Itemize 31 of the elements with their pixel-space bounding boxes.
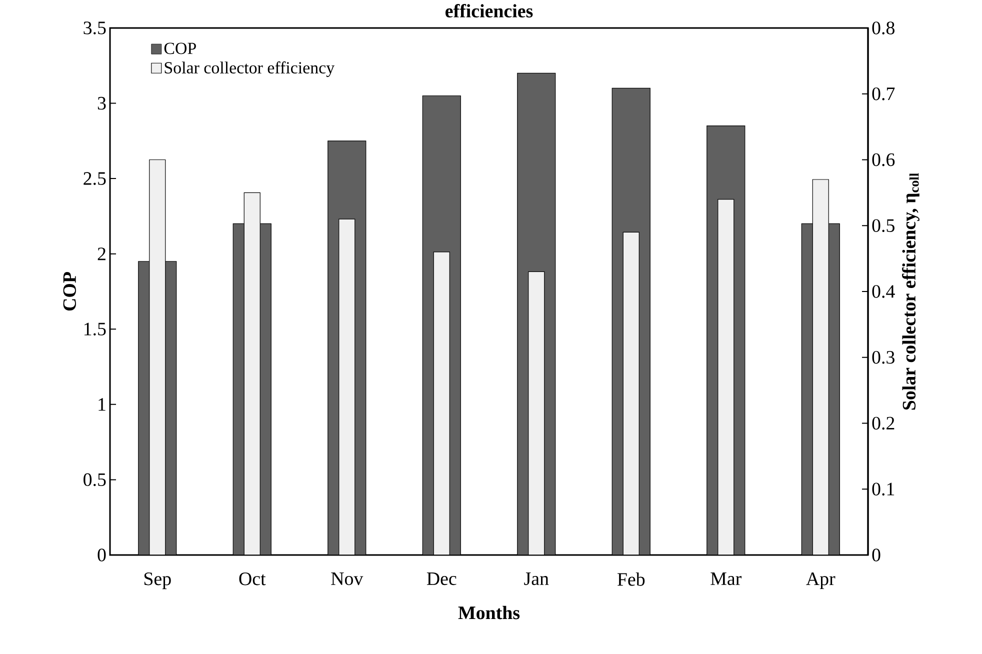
y-tick-label: 1.5 <box>84 322 106 336</box>
x-tick-label: Apr <box>806 572 836 590</box>
y2-tick-label: 0.7 <box>872 87 895 100</box>
legend-label: COP <box>164 42 196 54</box>
y2-tick-label: 0.8 <box>872 22 894 34</box>
y-tick-label: 1 <box>98 398 106 411</box>
x-tick-label: Oct <box>239 572 266 586</box>
x-tick-label: Feb <box>617 572 645 586</box>
y2-tick-label: 0 <box>872 548 880 562</box>
x-axis-title: Months <box>458 606 520 620</box>
x-tick-label: Sep <box>144 572 171 590</box>
y-axis-title: COP <box>63 272 76 311</box>
y-tick-label: 0 <box>98 548 106 562</box>
y-tick-label: 2 <box>98 248 106 260</box>
chart-title: efficiencies <box>446 4 533 18</box>
y2-tick-label: 0.1 <box>872 482 894 496</box>
x-tick-label: Jan <box>524 572 549 586</box>
y-tick-label: 0.5 <box>84 473 106 486</box>
y2-tick-label: 0.3 <box>872 350 894 364</box>
y-tick-label: 3.5 <box>84 22 106 34</box>
y2-axis-title: Solar collector efficiency, η$_{coll}$ <box>902 173 920 410</box>
x-tick-label: Nov <box>331 572 364 586</box>
y-tick-label: 2.5 <box>84 172 106 185</box>
y2-tick-label: 0.5 <box>872 219 894 232</box>
legend-label: Solar collector efficiency <box>164 61 335 77</box>
x-tick-label: Mar <box>710 572 742 586</box>
y2-tick-label: 0.2 <box>872 416 894 430</box>
y-tick-label: 3 <box>98 96 106 110</box>
y2-tick-label: 0.4 <box>872 285 895 298</box>
x-tick-label: Dec <box>426 572 456 586</box>
y2-tick-label: 0.6 <box>872 153 895 166</box>
